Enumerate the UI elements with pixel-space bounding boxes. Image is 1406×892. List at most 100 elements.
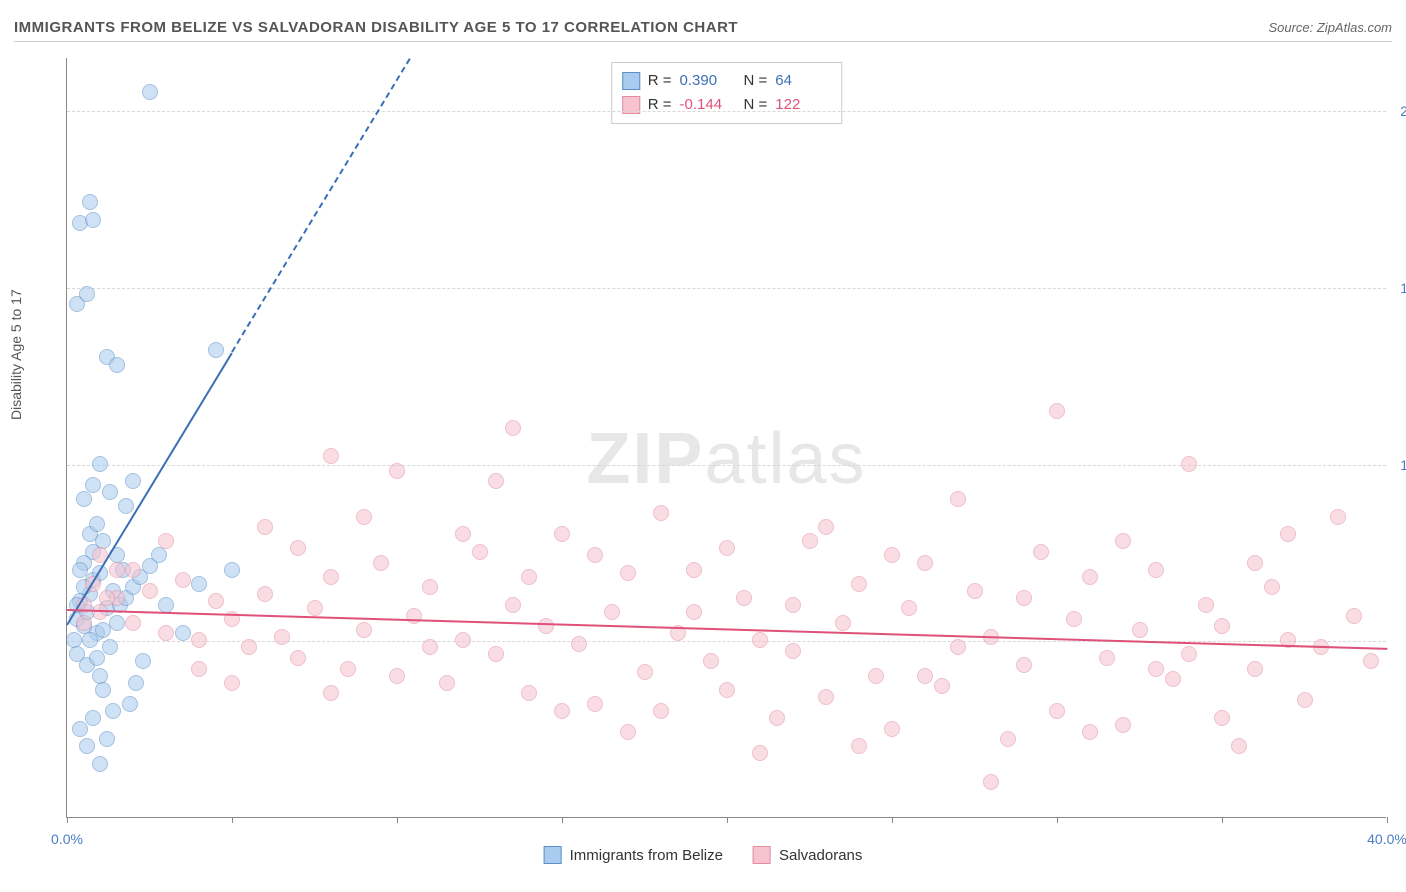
scatter-point	[917, 668, 933, 684]
stats-n-label: N =	[744, 93, 768, 117]
scatter-point	[241, 639, 257, 655]
scatter-point	[128, 675, 144, 691]
stats-row: R =-0.144N =122	[622, 93, 832, 117]
scatter-point	[1214, 618, 1230, 634]
scatter-point	[1148, 562, 1164, 578]
scatter-point	[1115, 533, 1131, 549]
scatter-point	[72, 721, 88, 737]
scatter-point	[604, 604, 620, 620]
scatter-point	[554, 703, 570, 719]
scatter-point	[1165, 671, 1181, 687]
scatter-point	[76, 491, 92, 507]
scatter-point	[686, 562, 702, 578]
scatter-point	[85, 477, 101, 493]
x-tick	[562, 817, 563, 823]
x-tick-label: 40.0%	[1367, 831, 1406, 847]
scatter-point	[505, 597, 521, 613]
x-tick	[892, 817, 893, 823]
chart-title: IMMIGRANTS FROM BELIZE VS SALVADORAN DIS…	[14, 19, 738, 36]
scatter-point	[884, 721, 900, 737]
scatter-point	[257, 586, 273, 602]
scatter-point	[158, 533, 174, 549]
scatter-point	[109, 357, 125, 373]
scatter-point	[521, 685, 537, 701]
x-tick	[67, 817, 68, 823]
scatter-point	[472, 544, 488, 560]
scatter-point	[191, 576, 207, 592]
scatter-point	[95, 682, 111, 698]
legend-swatch	[544, 846, 562, 864]
scatter-point	[917, 555, 933, 571]
scatter-point	[736, 590, 752, 606]
title-bar: IMMIGRANTS FROM BELIZE VS SALVADORAN DIS…	[14, 14, 1392, 42]
scatter-point	[224, 562, 240, 578]
scatter-point	[89, 516, 105, 532]
scatter-point	[191, 632, 207, 648]
trend-line	[231, 58, 411, 352]
scatter-point	[1115, 717, 1131, 733]
scatter-point	[76, 615, 92, 631]
x-tick	[397, 817, 398, 823]
scatter-point	[769, 710, 785, 726]
scatter-point	[950, 639, 966, 655]
scatter-point	[122, 696, 138, 712]
scatter-point	[554, 526, 570, 542]
scatter-point	[752, 745, 768, 761]
scatter-point	[125, 615, 141, 631]
scatter-point	[1247, 661, 1263, 677]
scatter-point	[587, 547, 603, 563]
chart-area: ZIPatlas R =0.390N =64R =-0.144N =122 5.…	[46, 58, 1386, 818]
scatter-point	[142, 84, 158, 100]
scatter-point	[323, 448, 339, 464]
scatter-point	[135, 653, 151, 669]
scatter-point	[587, 696, 603, 712]
scatter-point	[1181, 646, 1197, 662]
scatter-point	[1000, 731, 1016, 747]
watermark-bold: ZIP	[586, 419, 704, 499]
scatter-point	[1198, 597, 1214, 613]
scatter-point	[785, 597, 801, 613]
scatter-point	[1264, 579, 1280, 595]
scatter-point	[1033, 544, 1049, 560]
scatter-point	[455, 526, 471, 542]
scatter-point	[142, 583, 158, 599]
scatter-point	[85, 212, 101, 228]
stats-r-value: 0.390	[680, 69, 736, 93]
scatter-point	[118, 498, 134, 514]
scatter-point	[224, 675, 240, 691]
watermark: ZIPatlas	[586, 418, 866, 500]
scatter-point	[85, 710, 101, 726]
bottom-legend: Immigrants from BelizeSalvadorans	[544, 846, 863, 864]
scatter-point	[1363, 653, 1379, 669]
y-axis-label: Disability Age 5 to 17	[8, 289, 24, 420]
scatter-point	[92, 456, 108, 472]
scatter-point	[1082, 569, 1098, 585]
scatter-point	[422, 579, 438, 595]
scatter-point	[151, 547, 167, 563]
scatter-point	[125, 562, 141, 578]
scatter-point	[323, 569, 339, 585]
scatter-point	[719, 540, 735, 556]
scatter-point	[1066, 611, 1082, 627]
scatter-point	[1214, 710, 1230, 726]
scatter-point	[901, 600, 917, 616]
y-tick-label: 20.0%	[1400, 103, 1406, 119]
y-tick-label: 10.0%	[1400, 457, 1406, 473]
scatter-point	[79, 738, 95, 754]
x-tick	[1057, 817, 1058, 823]
stats-r-label: R =	[648, 93, 672, 117]
scatter-point	[1016, 590, 1032, 606]
scatter-point	[389, 463, 405, 479]
scatter-point	[92, 756, 108, 772]
scatter-point	[851, 576, 867, 592]
scatter-point	[488, 646, 504, 662]
scatter-point	[571, 636, 587, 652]
gridline	[67, 111, 1386, 112]
scatter-point	[868, 668, 884, 684]
scatter-point	[686, 604, 702, 620]
scatter-point	[719, 682, 735, 698]
scatter-point	[191, 661, 207, 677]
scatter-point	[1099, 650, 1115, 666]
scatter-point	[340, 661, 356, 677]
scatter-point	[637, 664, 653, 680]
